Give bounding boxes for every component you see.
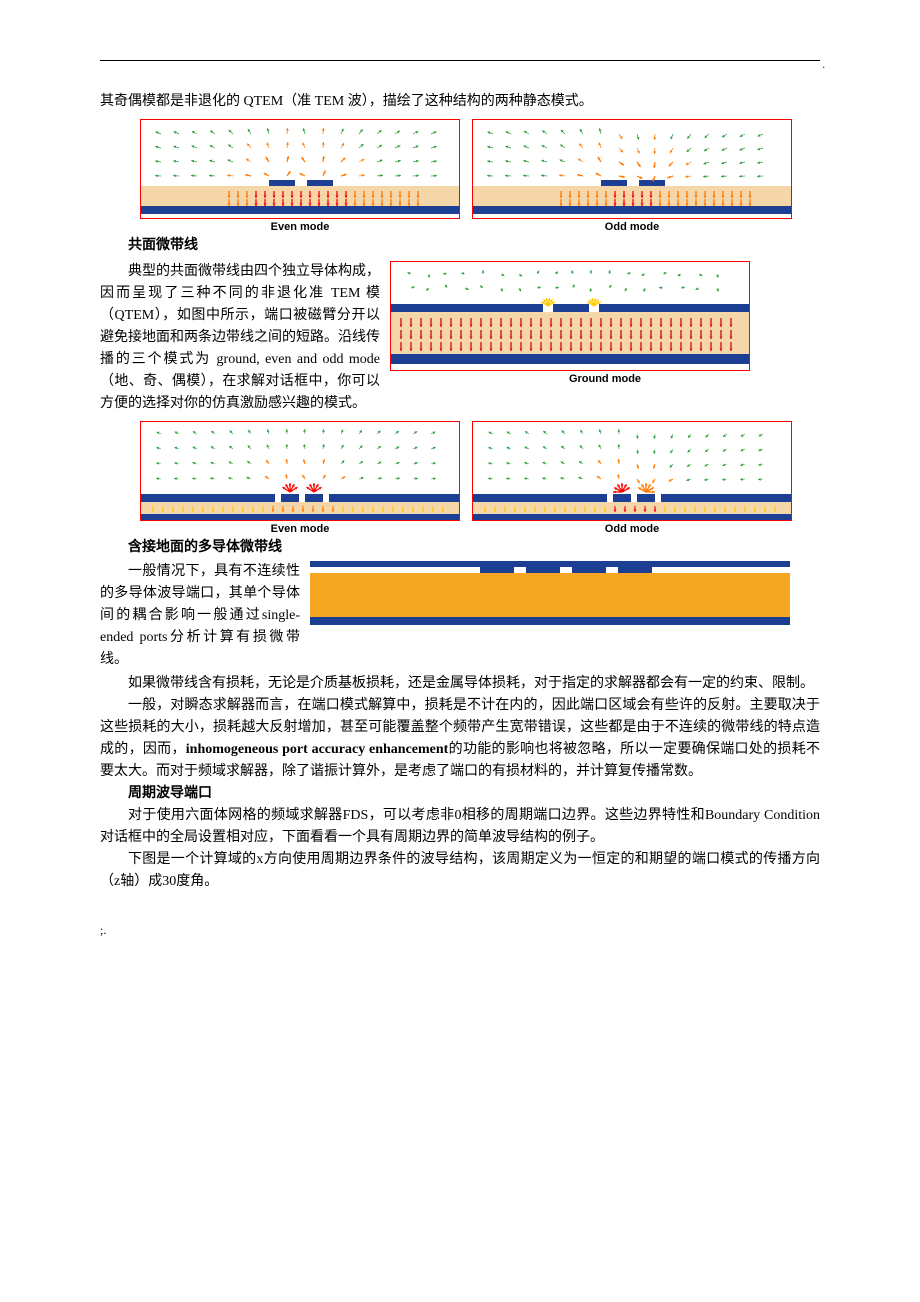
para-loss-2: 一般，对瞬态求解器而言，在端口模式解算中，损耗是不计在内的，因此端口区域会有些许… — [100, 695, 820, 783]
caption-odd: Odd mode — [472, 221, 792, 233]
figure-row-coplanar: Even mode Odd mode — [140, 421, 820, 535]
caption-ground: Ground mode — [390, 373, 820, 385]
caption-even: Even mode — [140, 221, 460, 233]
figure-coupled-odd: Odd mode — [472, 119, 792, 233]
caption-even-2: Even mode — [140, 523, 460, 535]
figure-coupled-even: Even mode — [140, 119, 460, 233]
coplanar-body: 典型的共面微带线由四个独立导体构成，因而呈现了三种不同的非退化准 TEM 模（Q… — [100, 261, 380, 415]
heading-coplanar: 共面微带线 — [100, 235, 820, 257]
multi-body: 一般情况下，具有不连续性的多导体波导端口，其单个导体间的耦合影响一般通过sing… — [100, 561, 300, 671]
caption-odd-2: Odd mode — [472, 523, 792, 535]
coplanar-wrap: 典型的共面微带线由四个独立导体构成，因而呈现了三种不同的非退化准 TEM 模（Q… — [100, 261, 820, 415]
para-loss-1: 如果微带线含有损耗，无论是介质基板损耗，还是金属导体损耗，对于指定的求解器都会有… — [100, 673, 820, 695]
loss2-bold: inhomogeneous port accuracy enhancement — [186, 742, 449, 757]
multi-wrap: 一般情况下，具有不连续性的多导体波导端口，其单个导体间的耦合影响一般通过sing… — [100, 561, 820, 671]
figure-multi — [310, 561, 820, 629]
figure-row-coupled: Even mode Odd mode — [140, 119, 820, 233]
footer-mark: ;. — [100, 923, 820, 938]
figure-ground-mode: Ground mode — [390, 261, 820, 385]
figure-coplanar-even: Even mode — [140, 421, 460, 535]
intro-text: 其奇偶模都是非退化的 QTEM（准 TEM 波），描绘了这种结构的两种静态模式。 — [100, 91, 820, 113]
header-rule — [100, 60, 820, 61]
heading-multi: 含接地面的多导体微带线 — [100, 537, 820, 559]
periodic-p1: 对于使用六面体网格的频域求解器FDS，可以考虑非0相移的周期端口边界。这些边界特… — [100, 805, 820, 849]
figure-coplanar-odd: Odd mode — [472, 421, 792, 535]
page-corner-mark: . — [823, 60, 826, 71]
heading-periodic: 周期波导端口 — [100, 783, 820, 805]
periodic-p2: 下图是一个计算域的x方向使用周期边界条件的波导结构，该周期定义为一恒定的和期望的… — [100, 849, 820, 893]
